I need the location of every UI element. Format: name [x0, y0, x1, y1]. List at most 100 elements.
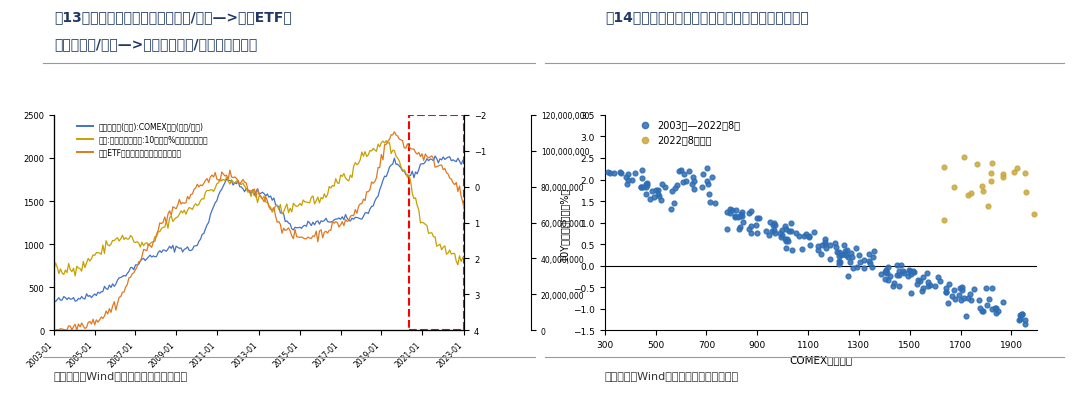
2022年8月至今 — [956, 154, 973, 161]
2003年—2022年8月 — [766, 230, 783, 237]
2003年—2022年8月 — [766, 227, 783, 234]
2003年—2022年8月 — [797, 231, 814, 238]
2003年—2022年8月 — [634, 184, 651, 190]
2003年—2022年8月 — [809, 247, 826, 254]
2003年—2022年8月 — [626, 170, 644, 176]
2003年—2022年8月 — [675, 171, 692, 178]
2003年—2022年8月 — [855, 265, 873, 272]
2003年—2022年8月 — [721, 211, 739, 217]
2003年—2022年8月 — [632, 184, 649, 191]
2003年—2022年8月 — [650, 192, 667, 198]
2003年—2022年8月 — [905, 270, 922, 276]
2022年8月至今 — [973, 184, 990, 190]
2003年—2022年8月 — [891, 283, 908, 290]
2003年—2022年8月 — [721, 206, 739, 212]
2003年—2022年8月 — [685, 175, 702, 181]
2003年—2022年8月 — [751, 215, 768, 222]
2003年—2022年8月 — [1012, 312, 1029, 318]
2003年—2022年8月 — [809, 243, 826, 249]
2003年—2022年8月 — [831, 249, 848, 256]
2003年—2022年8月 — [894, 268, 912, 274]
2003年—2022年8月 — [954, 284, 971, 291]
2003年—2022年8月 — [638, 181, 656, 188]
2003年—2022年8月 — [700, 192, 717, 198]
2003年—2022年8月 — [981, 296, 998, 303]
2003年—2022年8月 — [959, 294, 976, 301]
2003年—2022年8月 — [902, 268, 919, 275]
2003年—2022年8月 — [646, 194, 663, 201]
2003年—2022年8月 — [921, 282, 939, 289]
2022年8月至今 — [969, 161, 986, 168]
2003年—2022年8月 — [901, 267, 918, 274]
2003年—2022年8月 — [642, 196, 659, 202]
2022年8月至今 — [974, 188, 991, 195]
2003年—2022年8月 — [879, 277, 896, 283]
2003年—2022年8月 — [977, 285, 995, 291]
2003年—2022年8月 — [848, 245, 865, 252]
2003年—2022年8月 — [946, 297, 963, 303]
2022年8月至今 — [994, 172, 1011, 178]
2003年—2022年8月 — [727, 207, 744, 214]
2022年8月至今 — [1009, 165, 1026, 172]
2003年—2022年8月 — [731, 224, 748, 230]
2003年—2022年8月 — [876, 269, 893, 275]
2003年—2022年8月 — [639, 182, 657, 189]
2003年—2022年8月 — [902, 290, 919, 297]
2003年—2022年8月 — [700, 181, 717, 188]
2003年—2022年8月 — [877, 267, 894, 273]
2003年—2022年8月 — [741, 226, 758, 233]
2003年—2022年8月 — [780, 237, 797, 244]
2003年—2022年8月 — [900, 273, 917, 280]
2003年—2022年8月 — [931, 278, 948, 285]
2003年—2022年8月 — [649, 187, 666, 194]
2003年—2022年8月 — [843, 254, 861, 261]
2003年—2022年8月 — [686, 186, 703, 192]
2022年8月至今 — [1016, 171, 1034, 177]
2003年—2022年8月 — [914, 288, 931, 294]
2003年—2022年8月 — [929, 274, 946, 280]
2003年—2022年8月 — [839, 273, 856, 279]
2003年—2022年8月 — [606, 170, 623, 177]
2003年—2022年8月 — [886, 280, 903, 286]
2003年—2022年8月 — [829, 261, 847, 268]
2003年—2022年8月 — [987, 304, 1004, 311]
2003年—2022年8月 — [638, 180, 656, 187]
2003年—2022年8月 — [848, 264, 865, 271]
2003年—2022年8月 — [863, 264, 880, 271]
2003年—2022年8月 — [876, 276, 893, 282]
2003年—2022年8月 — [841, 259, 859, 265]
2003年—2022年8月 — [632, 184, 649, 191]
2003年—2022年8月 — [1016, 321, 1034, 328]
2003年—2022年8月 — [889, 272, 906, 278]
2003年—2022年8月 — [861, 251, 878, 258]
2022年8月至今 — [995, 174, 1012, 181]
2003年—2022年8月 — [777, 223, 794, 230]
2003年—2022年8月 — [954, 287, 971, 293]
2003年—2022年8月 — [733, 209, 751, 216]
Bar — [409, 116, 464, 330]
2003年—2022年8月 — [743, 209, 760, 215]
2003年—2022年8月 — [764, 228, 781, 235]
Text: 图14：长周期来看，实际利率与黄金价格显著负相关: 图14：长周期来看，实际利率与黄金价格显著负相关 — [605, 10, 809, 24]
2003年—2022年8月 — [987, 306, 1004, 312]
2003年—2022年8月 — [826, 240, 843, 247]
2003年—2022年8月 — [680, 168, 698, 175]
Text: 持仓量下行/上行—>黄金价格下跌/上涨的规律显著: 持仓量下行/上行—>黄金价格下跌/上涨的规律显著 — [54, 37, 257, 51]
2003年—2022年8月 — [726, 214, 743, 221]
2003年—2022年8月 — [619, 171, 636, 178]
2003年—2022年8月 — [801, 242, 819, 249]
2003年—2022年8月 — [665, 200, 683, 206]
2003年—2022年8月 — [619, 181, 636, 188]
2003年—2022年8月 — [881, 273, 899, 279]
2003年—2022年8月 — [748, 230, 766, 237]
2003年—2022年8月 — [719, 209, 737, 216]
2003年—2022年8月 — [698, 166, 715, 172]
Text: 数据来源：Wind，广发证券发展研究中心: 数据来源：Wind，广发证券发展研究中心 — [54, 370, 188, 380]
2003年—2022年8月 — [839, 254, 856, 261]
2022年8月至今 — [980, 203, 997, 210]
2003年—2022年8月 — [861, 258, 878, 265]
2003年—2022年8月 — [772, 235, 789, 241]
2003年—2022年8月 — [653, 181, 671, 188]
2003年—2022年8月 — [1013, 311, 1030, 318]
2003年—2022年8月 — [693, 184, 711, 190]
